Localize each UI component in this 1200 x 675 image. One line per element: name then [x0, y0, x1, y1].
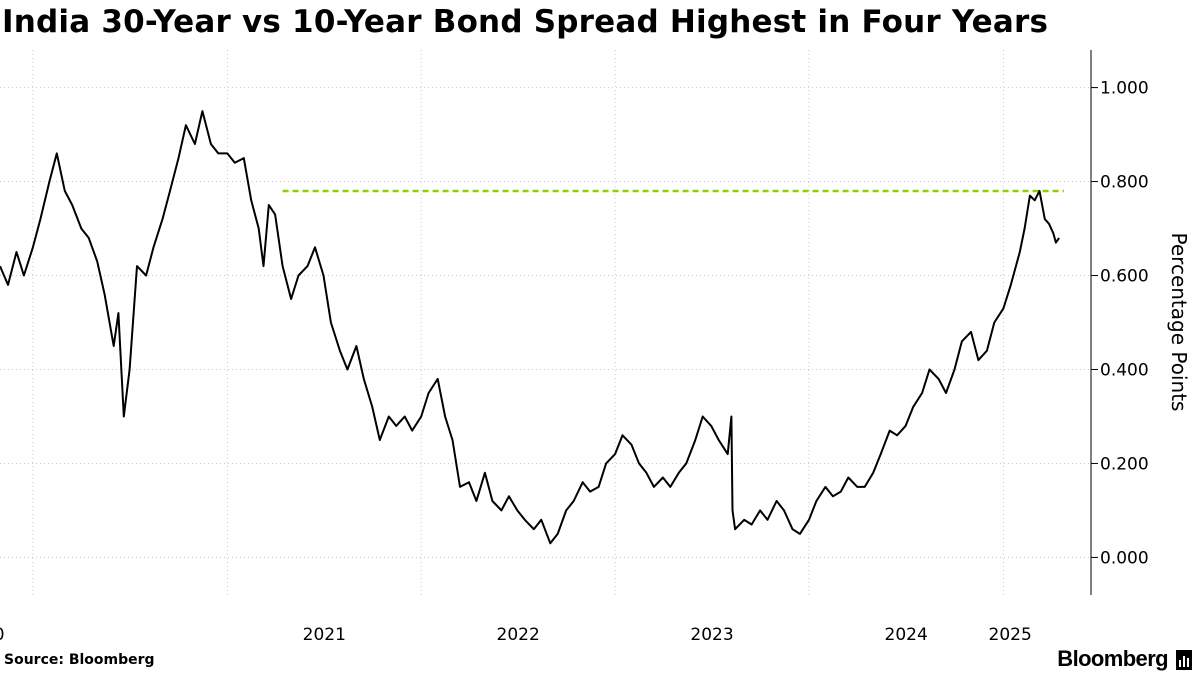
series-group: [0, 110, 1060, 545]
y-tick-label: 1.000: [1100, 79, 1149, 99]
y-tick-label: 0.600: [1100, 267, 1149, 287]
source-note: Source: Bloomberg: [4, 652, 155, 668]
gridlines: [0, 50, 1091, 595]
brand-name: Bloomberg: [1057, 646, 1168, 671]
bar-chart-icon: [1176, 650, 1192, 670]
x-tick-label: 2023: [690, 625, 733, 645]
y-axis-title: Percentage Points: [1167, 233, 1191, 412]
x-tick-label: 2024: [885, 625, 928, 645]
brand-logo: Bloomberg: [1057, 646, 1192, 672]
y-tick-label: 0.400: [1100, 360, 1149, 380]
chart-title: India 30-Year vs 10-Year Bond Spread Hig…: [2, 4, 1049, 40]
x-tick-label: 2025: [989, 625, 1032, 645]
y-tick-label: 0.800: [1100, 173, 1149, 193]
x-tick-label: 2022: [497, 625, 540, 645]
x-tick-label: 2020: [0, 625, 5, 645]
x-tick-label: 2021: [303, 625, 346, 645]
series-line: [0, 110, 1060, 545]
y-tick-label: 0.200: [1100, 454, 1149, 474]
axes: 0.000 0.200 0.400 0.600 0.800 1.000 2020 2021 20…: [0, 50, 1191, 645]
y-tick-label: 0.000: [1100, 548, 1149, 568]
